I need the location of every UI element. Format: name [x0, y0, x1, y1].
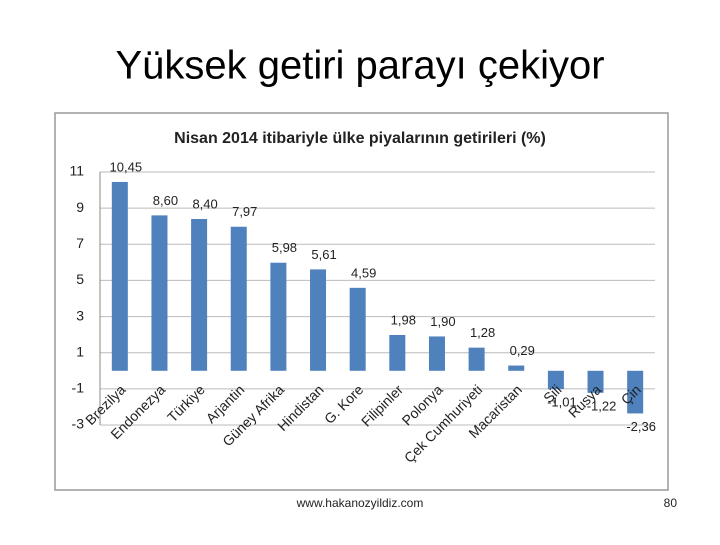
bar [587, 370, 604, 393]
bar [508, 365, 525, 371]
bar [310, 269, 327, 371]
y-tick-label: -3 [72, 416, 85, 432]
bar [349, 287, 366, 371]
value-label: 5,98 [272, 240, 297, 255]
value-label: 0,29 [510, 343, 535, 358]
bar [547, 370, 564, 390]
bar [191, 218, 208, 371]
value-label: 1,98 [391, 312, 416, 327]
value-label: 1,90 [430, 314, 455, 329]
bar [627, 370, 644, 414]
bar [270, 262, 287, 371]
value-label: -1,22 [587, 398, 617, 413]
value-label: -2,36 [626, 419, 656, 434]
value-label: 4,59 [351, 265, 376, 280]
value-label: 10,45 [110, 159, 143, 174]
bar [389, 335, 406, 371]
bar [468, 347, 485, 371]
bar [111, 181, 128, 371]
bar [428, 336, 445, 371]
y-tick-label: 1 [76, 343, 84, 359]
value-label: 8,40 [192, 196, 217, 211]
value-label: 7,97 [232, 204, 257, 219]
y-tick-label: 3 [76, 307, 84, 323]
slide-title: Yüksek getiri parayı çekiyor [115, 44, 604, 88]
value-label: -1,01 [547, 394, 577, 409]
footer-url: www.hakanozyildiz.com [296, 496, 424, 510]
value-label: 1,28 [470, 325, 495, 340]
y-tick-label: 9 [76, 199, 84, 215]
value-label: 8,60 [153, 193, 178, 208]
chart-title: Nisan 2014 itibariyle ülke piyalarının g… [174, 130, 546, 147]
bar [151, 215, 168, 371]
y-tick-label: -1 [72, 380, 85, 396]
y-tick-label: 5 [76, 271, 84, 287]
page-number: 80 [664, 496, 678, 510]
y-tick-label: 7 [76, 235, 84, 251]
bar [230, 226, 247, 371]
y-tick-label: 11 [69, 163, 84, 179]
value-label: 5,61 [311, 247, 336, 262]
